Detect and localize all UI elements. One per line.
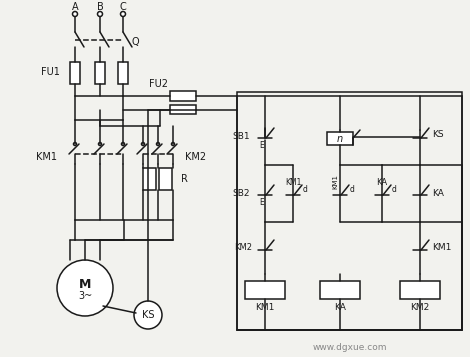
Circle shape: [157, 142, 159, 146]
Text: KA: KA: [376, 177, 388, 186]
Text: d: d: [350, 185, 354, 193]
Circle shape: [172, 142, 174, 146]
Bar: [170, 91, 196, 101]
Circle shape: [97, 11, 102, 16]
Text: KM1: KM1: [36, 152, 57, 162]
Text: Q: Q: [131, 37, 139, 47]
Bar: [70, 62, 80, 84]
Text: KA: KA: [334, 302, 346, 312]
Text: KS: KS: [142, 310, 154, 320]
Text: FU1: FU1: [41, 67, 60, 77]
Circle shape: [134, 301, 162, 329]
Circle shape: [122, 142, 125, 146]
Text: SB1: SB1: [232, 131, 250, 141]
Text: R: R: [180, 174, 188, 184]
Text: KM2: KM2: [410, 302, 430, 312]
Text: d: d: [303, 185, 307, 193]
Bar: [118, 62, 128, 84]
Bar: [143, 168, 156, 190]
Circle shape: [141, 142, 144, 146]
Text: M: M: [79, 277, 91, 291]
Text: d: d: [392, 185, 396, 193]
Text: KM2: KM2: [234, 242, 252, 251]
Text: A: A: [72, 2, 78, 12]
Text: KM1: KM1: [332, 174, 338, 189]
Text: E: E: [259, 197, 264, 206]
Text: KM1: KM1: [255, 302, 274, 312]
Text: n: n: [337, 134, 343, 144]
Circle shape: [120, 11, 125, 16]
Bar: [245, 281, 285, 299]
Circle shape: [57, 260, 113, 316]
Bar: [400, 281, 440, 299]
Text: KM1: KM1: [285, 177, 301, 186]
Text: 3~: 3~: [78, 291, 92, 301]
Bar: [95, 62, 105, 84]
Bar: [327, 132, 353, 145]
Circle shape: [72, 11, 78, 16]
Text: KS: KS: [432, 130, 444, 139]
Bar: [320, 281, 360, 299]
Text: SB2: SB2: [233, 188, 250, 197]
Text: KM2: KM2: [185, 152, 206, 162]
Bar: [237, 92, 462, 330]
Text: B: B: [97, 2, 103, 12]
Text: C: C: [120, 2, 126, 12]
Bar: [159, 168, 172, 190]
Text: E: E: [259, 141, 264, 150]
Text: FU2: FU2: [149, 79, 168, 89]
Bar: [170, 105, 196, 114]
Text: www.dgxue.com: www.dgxue.com: [313, 342, 387, 352]
Text: KA: KA: [432, 188, 444, 197]
Circle shape: [73, 142, 77, 146]
Text: KM1: KM1: [432, 242, 451, 251]
Circle shape: [99, 142, 102, 146]
